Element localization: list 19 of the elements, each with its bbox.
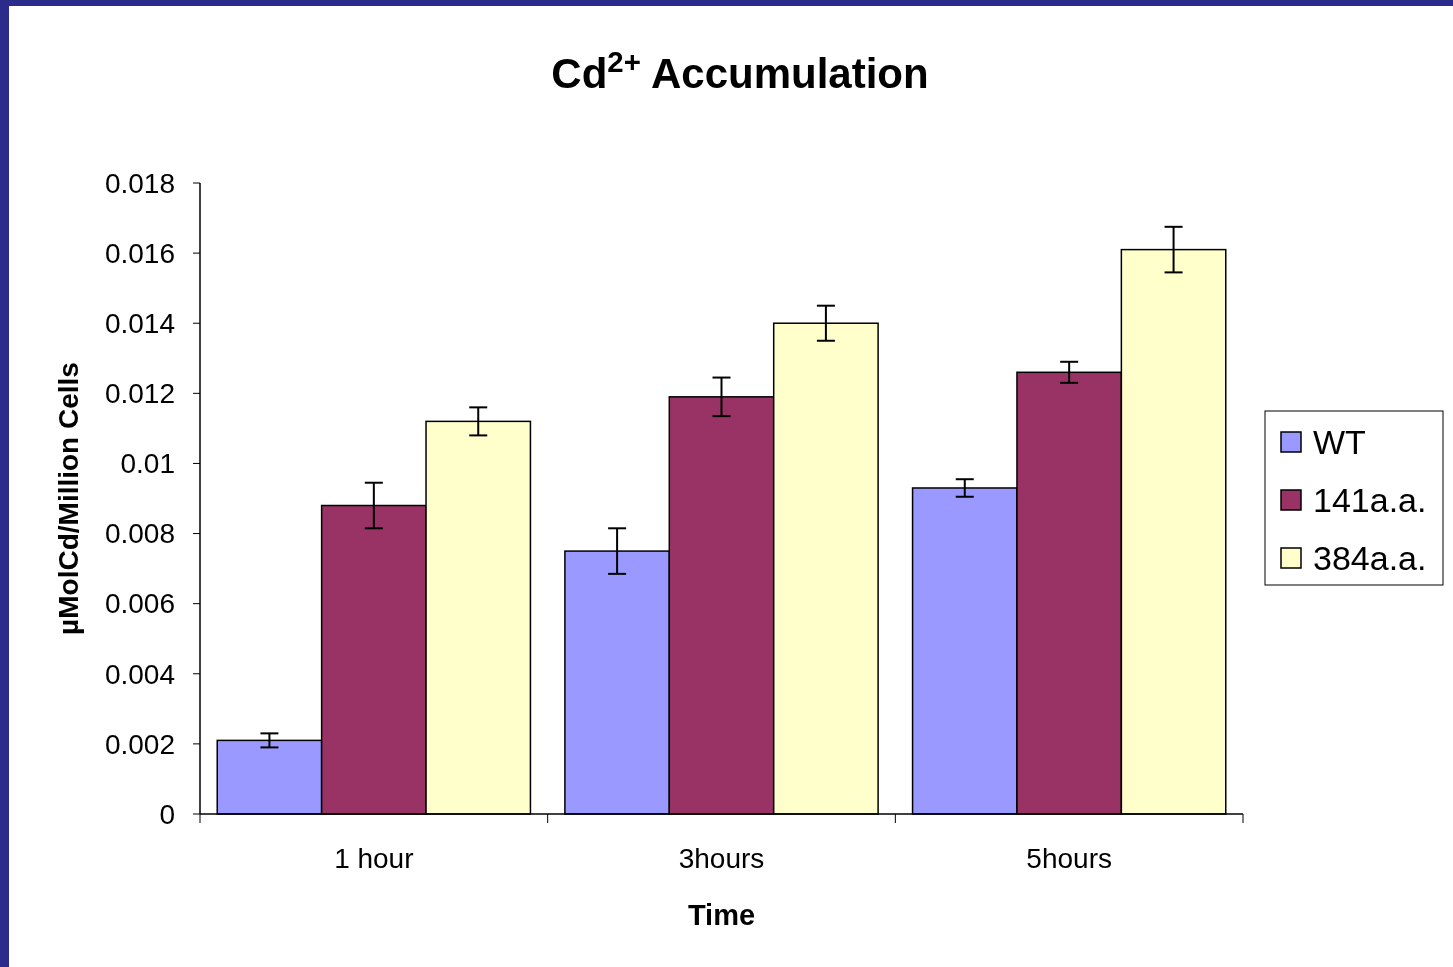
x-tick-label: 5hours [1026,843,1112,874]
legend-label: 384a.a. [1313,538,1427,577]
y-tick-label: 0.018 [104,167,175,199]
y-tick-label: 0 [159,798,175,830]
y-axis-title: µMolCd/Million Cells [53,362,84,635]
y-tick-label: 0.004 [104,658,175,690]
y-tick-label: 0.012 [104,378,175,410]
y-tick-label: 0.016 [104,237,175,269]
x-axis-title: Time [687,899,756,931]
chart-title: Cd$^{2+}$ Accumulation [551,44,929,97]
x-tick-label: 3hours [678,843,765,874]
y-tick-label: 0.014 [104,308,175,340]
y-tick-label: 0.006 [104,588,175,620]
y-tick-label: 0.01 [120,448,175,480]
y-tick-label: 0.008 [104,518,175,550]
legend-label: 141a.a. [1313,480,1427,519]
x-tick-label: 1 hour [334,843,414,874]
y-tick-label: 0.002 [104,728,175,760]
legend-label: WT [1313,422,1366,461]
